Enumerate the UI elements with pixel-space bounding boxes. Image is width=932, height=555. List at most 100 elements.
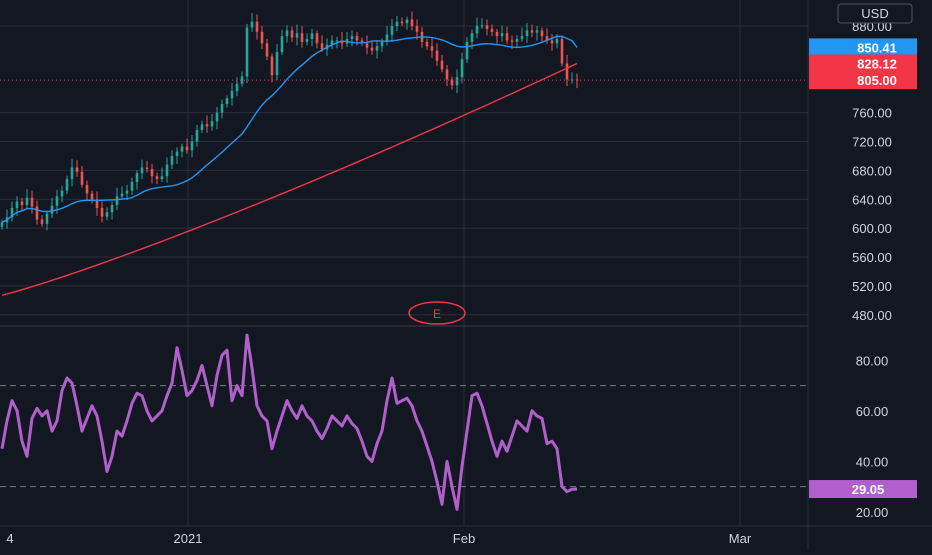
candle-body[interactable] xyxy=(380,41,384,47)
candle-body[interactable] xyxy=(200,124,204,130)
candle-body[interactable] xyxy=(515,39,519,42)
candle-body[interactable] xyxy=(340,40,344,44)
candle-body[interactable] xyxy=(15,201,19,208)
candle-body[interactable] xyxy=(310,33,314,40)
candle-body[interactable] xyxy=(130,181,134,191)
candle-body[interactable] xyxy=(545,36,549,41)
candle-body[interactable] xyxy=(505,33,509,41)
candle-body[interactable] xyxy=(75,167,79,172)
candle-body[interactable] xyxy=(435,50,439,61)
candle-body[interactable] xyxy=(550,40,554,44)
candle-body[interactable] xyxy=(415,26,419,32)
candle-body[interactable] xyxy=(540,30,544,37)
candle-body[interactable] xyxy=(265,43,269,57)
candle-body[interactable] xyxy=(20,201,24,206)
candle-body[interactable] xyxy=(555,39,559,44)
candle-body[interactable] xyxy=(30,197,34,207)
candle-body[interactable] xyxy=(375,46,379,51)
candle-body[interactable] xyxy=(120,193,124,197)
candle-body[interactable] xyxy=(560,39,564,64)
candle-body[interactable] xyxy=(90,193,94,200)
candle-body[interactable] xyxy=(85,184,89,194)
candle-body[interactable] xyxy=(405,19,409,24)
candle-body[interactable] xyxy=(490,28,494,32)
candle-body[interactable] xyxy=(350,36,354,40)
candle-body[interactable] xyxy=(320,43,324,50)
candle-body[interactable] xyxy=(290,30,294,38)
candle-body[interactable] xyxy=(210,121,214,127)
candle-body[interactable] xyxy=(145,167,149,169)
candle-body[interactable] xyxy=(105,212,109,217)
candle-body[interactable] xyxy=(55,196,59,206)
candle-body[interactable] xyxy=(195,129,199,142)
candle-body[interactable] xyxy=(410,19,414,27)
candle-body[interactable] xyxy=(270,56,274,76)
candle-body[interactable] xyxy=(35,206,39,220)
candle-body[interactable] xyxy=(450,79,454,86)
candle-body[interactable] xyxy=(335,40,339,42)
candle-body[interactable] xyxy=(315,33,319,44)
candle-body[interactable] xyxy=(535,30,539,33)
candle-body[interactable] xyxy=(185,146,189,151)
candle-body[interactable] xyxy=(115,196,119,206)
candle-body[interactable] xyxy=(275,52,279,76)
candle-body[interactable] xyxy=(370,47,374,51)
candle-body[interactable] xyxy=(425,41,429,47)
candle-body[interactable] xyxy=(160,176,164,180)
candle-body[interactable] xyxy=(440,60,444,70)
candle-body[interactable] xyxy=(565,63,569,80)
candle-body[interactable] xyxy=(40,219,44,224)
candle-body[interactable] xyxy=(0,222,4,227)
candle-body[interactable] xyxy=(110,205,114,213)
candle-body[interactable] xyxy=(140,167,144,174)
candle-body[interactable] xyxy=(155,176,159,180)
candle-body[interactable] xyxy=(285,30,289,37)
candle-body[interactable] xyxy=(165,164,169,177)
candle-body[interactable] xyxy=(395,21,399,27)
candle-body[interactable] xyxy=(460,59,464,78)
candle-body[interactable] xyxy=(10,207,14,218)
candle-body[interactable] xyxy=(430,46,434,51)
candle-body[interactable] xyxy=(190,141,194,151)
candle-body[interactable] xyxy=(300,33,304,42)
candle-body[interactable] xyxy=(465,41,469,60)
candle-body[interactable] xyxy=(500,33,504,37)
candle-body[interactable] xyxy=(475,26,479,34)
candle-body[interactable] xyxy=(360,40,364,44)
candle-body[interactable] xyxy=(225,98,229,105)
candle-body[interactable] xyxy=(245,27,249,77)
candle-body[interactable] xyxy=(125,190,129,194)
candle-body[interactable] xyxy=(65,179,69,191)
candle-body[interactable] xyxy=(150,168,154,177)
candle-body[interactable] xyxy=(25,197,29,206)
candle-body[interactable] xyxy=(70,167,74,180)
candle-body[interactable] xyxy=(220,104,224,113)
candle-body[interactable] xyxy=(100,207,104,217)
candle-body[interactable] xyxy=(50,205,54,214)
candle-body[interactable] xyxy=(230,91,234,99)
candle-body[interactable] xyxy=(45,213,49,224)
candle-body[interactable] xyxy=(60,190,64,197)
candle-body[interactable] xyxy=(530,30,534,33)
candle-body[interactable] xyxy=(385,34,389,42)
candle-body[interactable] xyxy=(260,31,264,44)
candle-body[interactable] xyxy=(95,199,99,208)
candle-body[interactable] xyxy=(520,36,524,40)
candle-body[interactable] xyxy=(470,33,474,42)
candle-body[interactable] xyxy=(235,83,239,92)
candle-body[interactable] xyxy=(390,26,394,35)
ma-fast-line[interactable] xyxy=(1,35,578,224)
candle-body[interactable] xyxy=(250,21,254,28)
candle-body[interactable] xyxy=(135,173,139,182)
candle-body[interactable] xyxy=(295,33,299,38)
rsi-line[interactable] xyxy=(0,333,578,511)
earnings-marker[interactable]: E xyxy=(408,301,466,325)
candle-body[interactable] xyxy=(175,151,179,156)
candle-body[interactable] xyxy=(215,112,219,122)
candle-body[interactable] xyxy=(240,76,244,84)
candle-body[interactable] xyxy=(480,25,484,27)
currency-button[interactable]: USD xyxy=(837,3,913,24)
candle-body[interactable] xyxy=(365,43,369,48)
